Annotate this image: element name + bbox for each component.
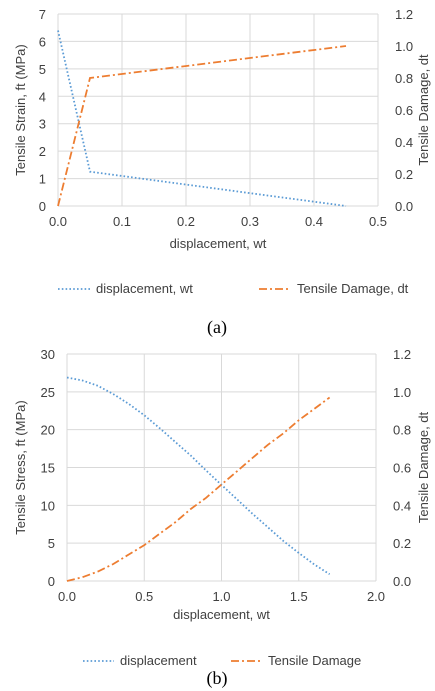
y-tick-label: 0 (39, 199, 46, 214)
y2-tick-label: 0.2 (395, 167, 413, 182)
y2-tick-label: 0.6 (395, 103, 413, 118)
y-tick-label: 20 (41, 423, 55, 438)
y-tick-label: 0 (48, 574, 55, 589)
x-tick-label: 1.0 (212, 589, 230, 604)
y2-tick-label: 1.2 (393, 347, 411, 362)
legend-label: Tensile Damage, dt (297, 281, 409, 296)
y2-axis-title: Tensile Damage, dt (416, 54, 431, 166)
y2-tick-label: 0.4 (395, 135, 413, 150)
chart-a: 0.0 0.1 0.2 0.3 0.4 0.5 0 1 2 3 4 5 6 7 0.0 0.2 0.4 0.6 0.… (13, 7, 431, 338)
legend-label: displacement (120, 653, 197, 668)
y-tick-label: 2 (39, 144, 46, 159)
y2-tick-label: 0.8 (395, 71, 413, 86)
y2-tick-label: 0.0 (393, 574, 411, 589)
x-tick-label: 0.0 (49, 214, 67, 229)
x-tick-label: 0.1 (113, 214, 131, 229)
legend: displacement Tensile Damage (83, 653, 361, 668)
series-line-displacement (66, 376, 331, 575)
x-tick-label: 1.5 (290, 589, 308, 604)
y-tick-label: 1 (39, 172, 46, 187)
y-tick-label: 10 (41, 498, 55, 513)
figure-caption: (a) (207, 317, 227, 338)
gridlines (57, 13, 379, 207)
y2-tick-label: 1.0 (395, 39, 413, 54)
y-tick-label: 3 (39, 117, 46, 132)
y-tick-label: 6 (39, 34, 46, 49)
x-tick-label: 0.5 (369, 214, 387, 229)
series-line-displacement (57, 30, 347, 207)
y2-tick-label: 0.2 (393, 536, 411, 551)
y-tick-label: 25 (41, 385, 55, 400)
x-axis-title: displacement, wt (173, 607, 270, 622)
y2-tick-label: 0.0 (395, 199, 413, 214)
y2-axis-title: Tensile Damage, dt (416, 411, 431, 523)
series-line-tensile-damage (66, 396, 331, 582)
x-axis-title: displacement, wt (170, 236, 267, 251)
y-tick-label: 5 (48, 536, 55, 551)
chart-b: 0.0 0.5 1.0 1.5 2.0 0 5 10 15 20 25 30 0.0 0.2 0.4 0.6 0… (13, 347, 431, 689)
y2-tick-label: 0.8 (393, 423, 411, 438)
y-tick-label: 4 (39, 89, 46, 104)
y2-tick-label: 0.4 (393, 498, 411, 513)
x-tick-label: 0.2 (177, 214, 195, 229)
x-tick-label: 0.5 (135, 589, 153, 604)
x-tick-label: 0.3 (241, 214, 259, 229)
x-tick-label: 0.4 (305, 214, 323, 229)
legend-label: displacement, wt (96, 281, 193, 296)
y2-tick-label: 1.0 (393, 385, 411, 400)
legend: displacement, wt Tensile Damage, dt (58, 281, 409, 296)
y-tick-label: 5 (39, 62, 46, 77)
x-tick-label: 2.0 (367, 589, 385, 604)
figure-caption: (b) (207, 668, 228, 689)
y-axis-title: Tensile Stress, ft (MPa) (13, 400, 28, 534)
y-tick-label: 7 (39, 7, 46, 22)
legend-label: Tensile Damage (268, 653, 361, 668)
y-tick-label: 30 (41, 347, 55, 362)
y2-tick-label: 0.6 (393, 461, 411, 476)
y-tick-label: 15 (41, 461, 55, 476)
y-axis-title: Tensile Strain, ft (MPa) (13, 44, 28, 176)
y2-tick-label: 1.2 (395, 7, 413, 22)
gridlines (66, 353, 377, 582)
series-line-tensile-damage (57, 45, 347, 207)
x-tick-label: 0.0 (58, 589, 76, 604)
